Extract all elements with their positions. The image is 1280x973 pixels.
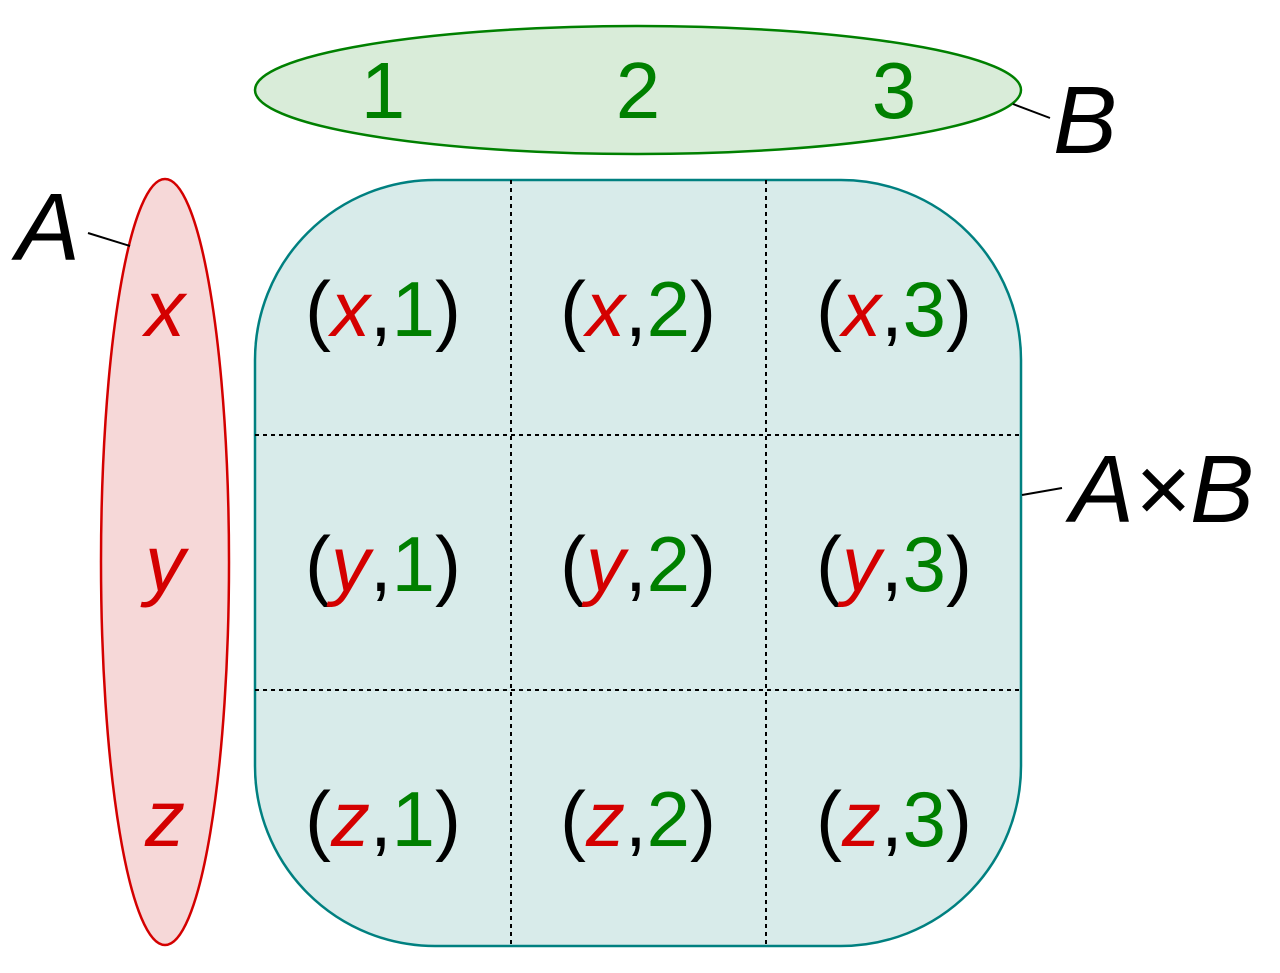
pair-close-paren: ) bbox=[690, 265, 716, 353]
ordered-pair: (x,1) bbox=[305, 265, 461, 353]
ordered-pair: (y,2) bbox=[560, 520, 716, 608]
ordered-pair: (z,2) bbox=[560, 775, 716, 863]
pair-first: x bbox=[327, 265, 373, 353]
pair-second: 3 bbox=[903, 775, 946, 863]
set-a: x y z bbox=[99, 177, 231, 947]
pair-separator: , bbox=[370, 520, 392, 608]
set-a-element: z bbox=[144, 774, 185, 863]
pair-second: 2 bbox=[647, 520, 690, 608]
pair-first: z bbox=[841, 775, 881, 863]
set-b-ellipse bbox=[253, 24, 1023, 156]
pair-separator: , bbox=[370, 775, 392, 863]
pair-first: y bbox=[837, 520, 885, 608]
pair-first: x bbox=[582, 265, 628, 353]
set-b-element: 3 bbox=[872, 46, 917, 135]
pair-close-paren: ) bbox=[946, 265, 972, 353]
set-a-element: y bbox=[140, 519, 190, 608]
pair-close-paren: ) bbox=[946, 520, 972, 608]
ordered-pair: (x,2) bbox=[560, 265, 716, 353]
pair-first: x bbox=[838, 265, 884, 353]
set-a-label: A bbox=[11, 174, 80, 281]
product-set-box bbox=[253, 178, 1023, 948]
pair-open-paren: ( bbox=[816, 265, 842, 353]
pair-open-paren: ( bbox=[816, 775, 842, 863]
ordered-pair: (z,3) bbox=[816, 775, 972, 863]
pair-first: z bbox=[585, 775, 625, 863]
set-b-leader-line bbox=[1012, 103, 1051, 119]
pair-close-paren: ) bbox=[690, 520, 716, 608]
pair-close-paren: ) bbox=[435, 265, 461, 353]
pair-first: y bbox=[581, 520, 629, 608]
pair-open-paren: ( bbox=[560, 265, 586, 353]
pair-close-paren: ) bbox=[690, 775, 716, 863]
ordered-pair: (y,1) bbox=[305, 520, 461, 608]
pair-second: 1 bbox=[392, 265, 435, 353]
set-b-element: 2 bbox=[616, 46, 661, 135]
pair-open-paren: ( bbox=[305, 775, 331, 863]
set-a-ellipse bbox=[99, 177, 231, 947]
pair-separator: , bbox=[625, 265, 647, 353]
pair-close-paren: ) bbox=[946, 775, 972, 863]
pair-first: z bbox=[330, 775, 370, 863]
pair-second: 1 bbox=[392, 520, 435, 608]
pair-separator: , bbox=[370, 265, 392, 353]
set-b: 1 2 3 bbox=[253, 24, 1023, 156]
pair-second: 3 bbox=[903, 265, 946, 353]
product-leader-line bbox=[1021, 487, 1063, 496]
pair-close-paren: ) bbox=[435, 775, 461, 863]
pair-second: 1 bbox=[392, 775, 435, 863]
set-b-label: B bbox=[1053, 67, 1117, 174]
product-set: (x,1) (x,2) (x,3)(y,1) (y,2) (y,3)(z,1) (z,2)… bbox=[253, 178, 1023, 948]
pair-first: y bbox=[326, 520, 374, 608]
pair-open-paren: ( bbox=[560, 775, 586, 863]
pair-second: 2 bbox=[647, 775, 690, 863]
ordered-pair: (y,3) bbox=[816, 520, 972, 608]
pair-open-paren: ( bbox=[816, 520, 842, 608]
pair-separator: , bbox=[881, 775, 903, 863]
set-a-element: x bbox=[141, 264, 188, 353]
pair-separator: , bbox=[625, 520, 647, 608]
pair-open-paren: ( bbox=[305, 520, 331, 608]
pair-open-paren: ( bbox=[305, 265, 331, 353]
pair-second: 2 bbox=[647, 265, 690, 353]
ordered-pair: (x,3) bbox=[816, 265, 972, 353]
pair-open-paren: ( bbox=[560, 520, 586, 608]
pair-separator: , bbox=[881, 520, 903, 608]
pair-close-paren: ) bbox=[435, 520, 461, 608]
set-b-element: 1 bbox=[361, 46, 406, 135]
pair-second: 3 bbox=[903, 520, 946, 608]
set-a-leader-line bbox=[87, 232, 131, 247]
product-label: A×B bbox=[1065, 436, 1254, 543]
ordered-pair: (z,1) bbox=[305, 775, 461, 863]
pair-separator: , bbox=[881, 265, 903, 353]
pair-separator: , bbox=[625, 775, 647, 863]
